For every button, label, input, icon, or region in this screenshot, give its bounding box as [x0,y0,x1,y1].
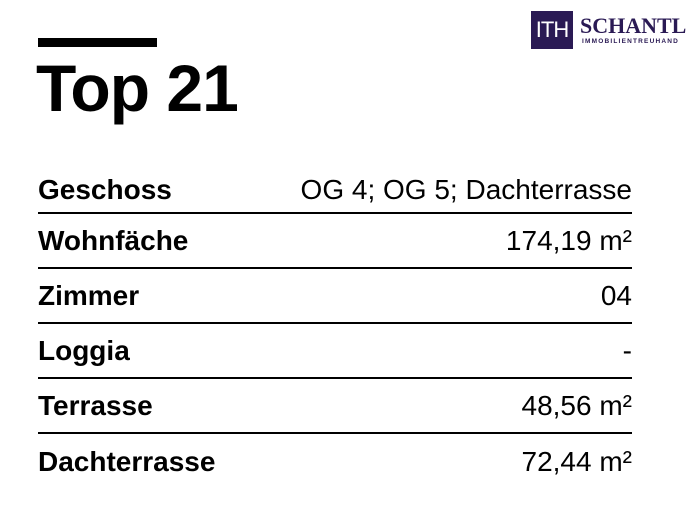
row-value: 48,56 m² [521,389,633,421]
row-label: Wohnfäche [38,224,189,256]
row-label: Loggia [38,334,130,366]
table-row: Loggia - [38,324,632,379]
row-label: Terrasse [38,389,153,421]
table-row: Geschoss OG 4; OG 5; Dachterrasse [38,168,632,214]
row-label: Dachterrasse [38,445,216,477]
table-row: Dachterrasse 72,44 m² [38,434,632,489]
row-value: - [622,334,632,366]
title-accent-bar [38,38,157,47]
row-label: Geschoss [38,174,172,205]
row-value: OG 4; OG 5; Dachterrasse [300,174,632,205]
row-value: 04 [600,279,632,311]
row-value: 72,44 m² [521,445,633,477]
logo-subtitle: IMMOBILIENTREUHAND [582,38,680,45]
table-row: Terrasse 48,56 m² [38,379,632,434]
page-title: Top 21 [36,51,239,125]
row-value: 174,19 m² [505,224,632,256]
row-label: Zimmer [38,279,140,311]
table-row: Zimmer 04 [38,269,632,324]
logo-name: SCHANTL [580,13,687,38]
property-details-table: Geschoss OG 4; OG 5; Dachterrasse Wohnfäc… [38,168,632,489]
logo-mark: ITH [531,11,573,49]
table-row: Wohnfäche 174,19 m² [38,214,632,269]
